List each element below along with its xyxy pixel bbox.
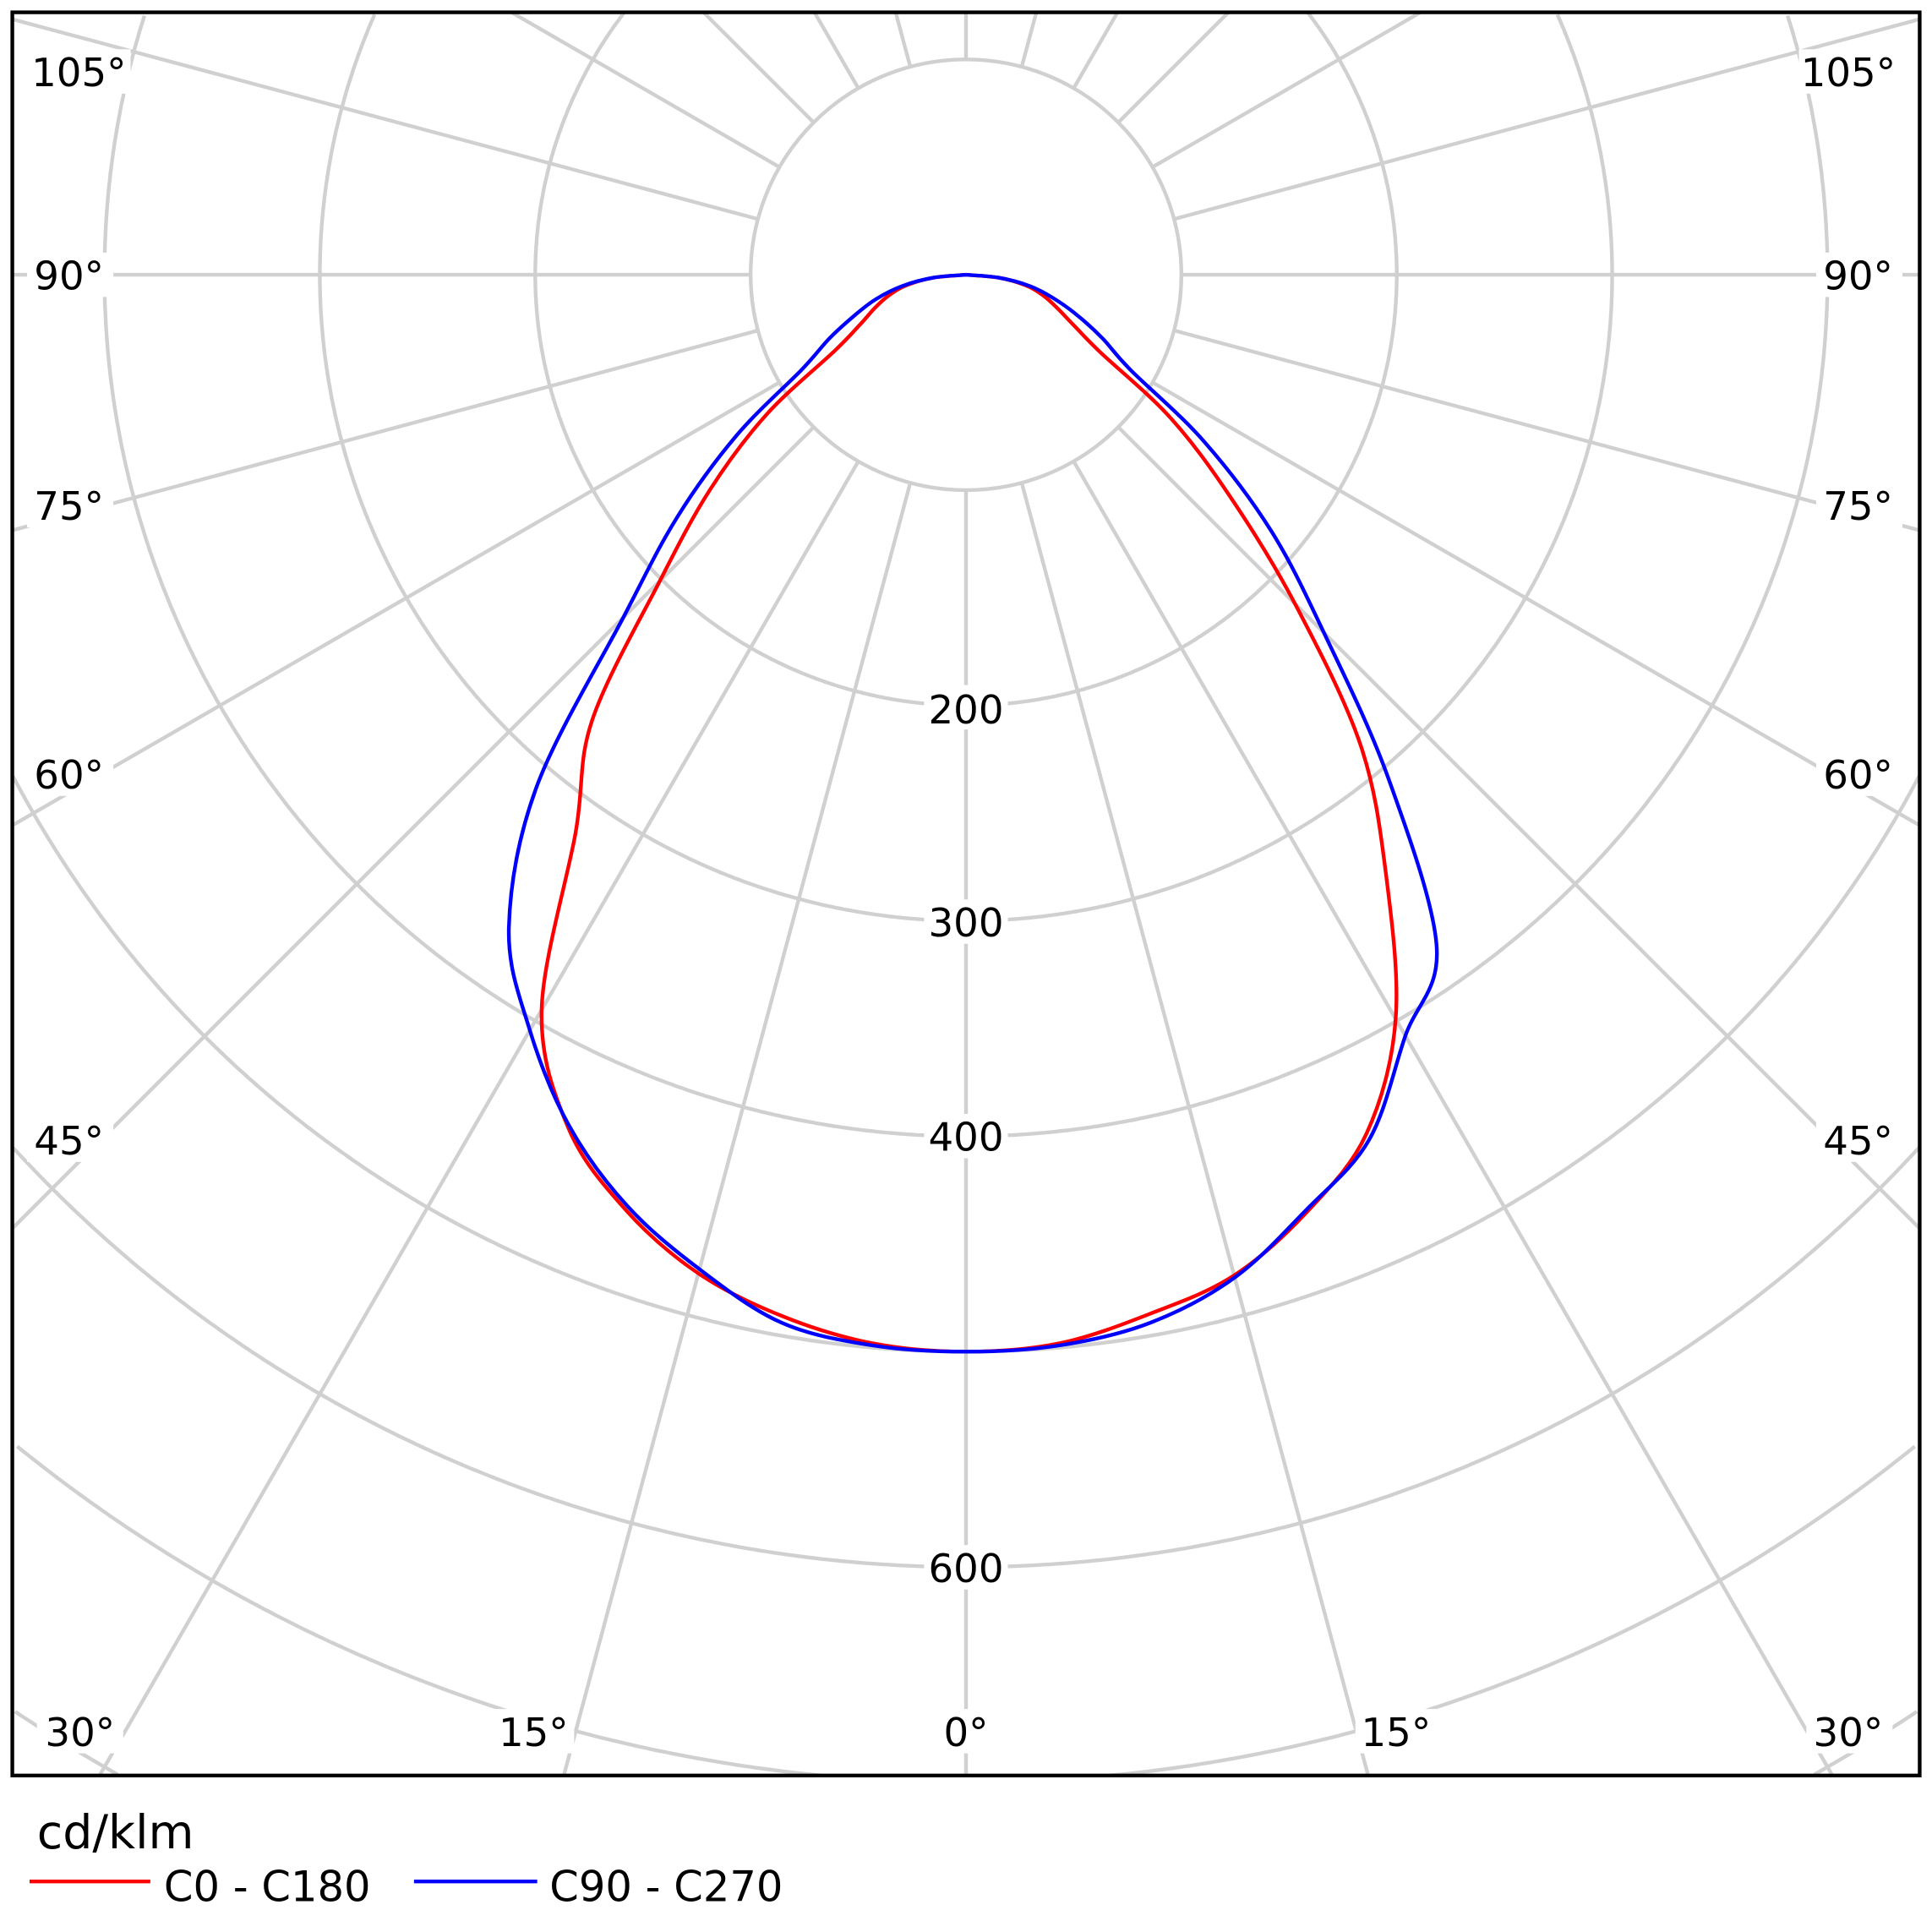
spoke-gridline [562, 482, 913, 1776]
spoke-gridline [1151, 12, 1422, 169]
spoke-gridline [1019, 12, 1039, 68]
spoke-gridline [1173, 328, 1920, 532]
radial-label: 200 [928, 688, 1003, 734]
radial-gridline [318, 14, 1614, 923]
unit-label: cd/klm [37, 1806, 194, 1860]
spoke-gridline [12, 17, 759, 221]
spoke-gridline [701, 12, 816, 124]
angle-label: 15° [499, 1711, 569, 1756]
radial-labels: 200 300 400 600 [924, 685, 1008, 1592]
spoke-gridline [812, 12, 860, 90]
spoke-gridline [1116, 12, 1231, 124]
radial-gridline [16, 1444, 1916, 1776]
spoke-gridline [97, 460, 860, 1776]
spoke-gridline [12, 328, 759, 532]
angle-labels: 105° 90° 75° 60° 45° 105° 90° 75° 60° 45… [27, 49, 1903, 1756]
plot-frame [10, 10, 1922, 1778]
angle-label: 0° [944, 1711, 989, 1756]
legend-label-c90: C90 - C270 [549, 1863, 783, 1912]
series-c90-c270-curve [506, 272, 1439, 1354]
angle-label: 75° [34, 484, 104, 530]
radial-gridline [533, 12, 1399, 707]
angle-label: 90° [1823, 254, 1893, 300]
legend-label-c0: C0 - C180 [164, 1863, 371, 1912]
angle-label: 45° [34, 1119, 104, 1165]
angle-label: 105° [1801, 51, 1896, 96]
angle-label: 105° [31, 51, 126, 96]
legend: cd/klm C0 - C180 C90 - C270 [29, 1806, 783, 1912]
radial-label: 300 [928, 901, 1003, 947]
spoke-gridline [1116, 425, 1920, 1231]
spoke-gridline [1072, 460, 1835, 1776]
spoke-gridline [1072, 12, 1120, 90]
angle-label: 45° [1823, 1119, 1893, 1165]
spoke-gridline [1173, 17, 1920, 221]
radial-label: 400 [928, 1116, 1003, 1161]
spoke-gridline [893, 12, 913, 68]
spoke-gridline [12, 425, 816, 1231]
spoke-gridline [510, 12, 781, 169]
angle-label: 60° [34, 753, 104, 799]
spoke-gridline [1019, 482, 1370, 1776]
radial-gridline [12, 1146, 1920, 1569]
angle-label: 30° [45, 1711, 115, 1756]
angle-label: 15° [1361, 1711, 1431, 1756]
radial-gridline [12, 775, 1920, 1354]
angle-label: 30° [1814, 1711, 1884, 1756]
angle-label: 75° [1823, 484, 1893, 530]
angle-label: 60° [1823, 753, 1893, 799]
curves [506, 272, 1439, 1354]
spoke-gridline [12, 380, 781, 827]
radial-label: 600 [928, 1547, 1003, 1592]
spoke-gridline [1151, 380, 1920, 827]
angle-label: 90° [34, 254, 104, 300]
